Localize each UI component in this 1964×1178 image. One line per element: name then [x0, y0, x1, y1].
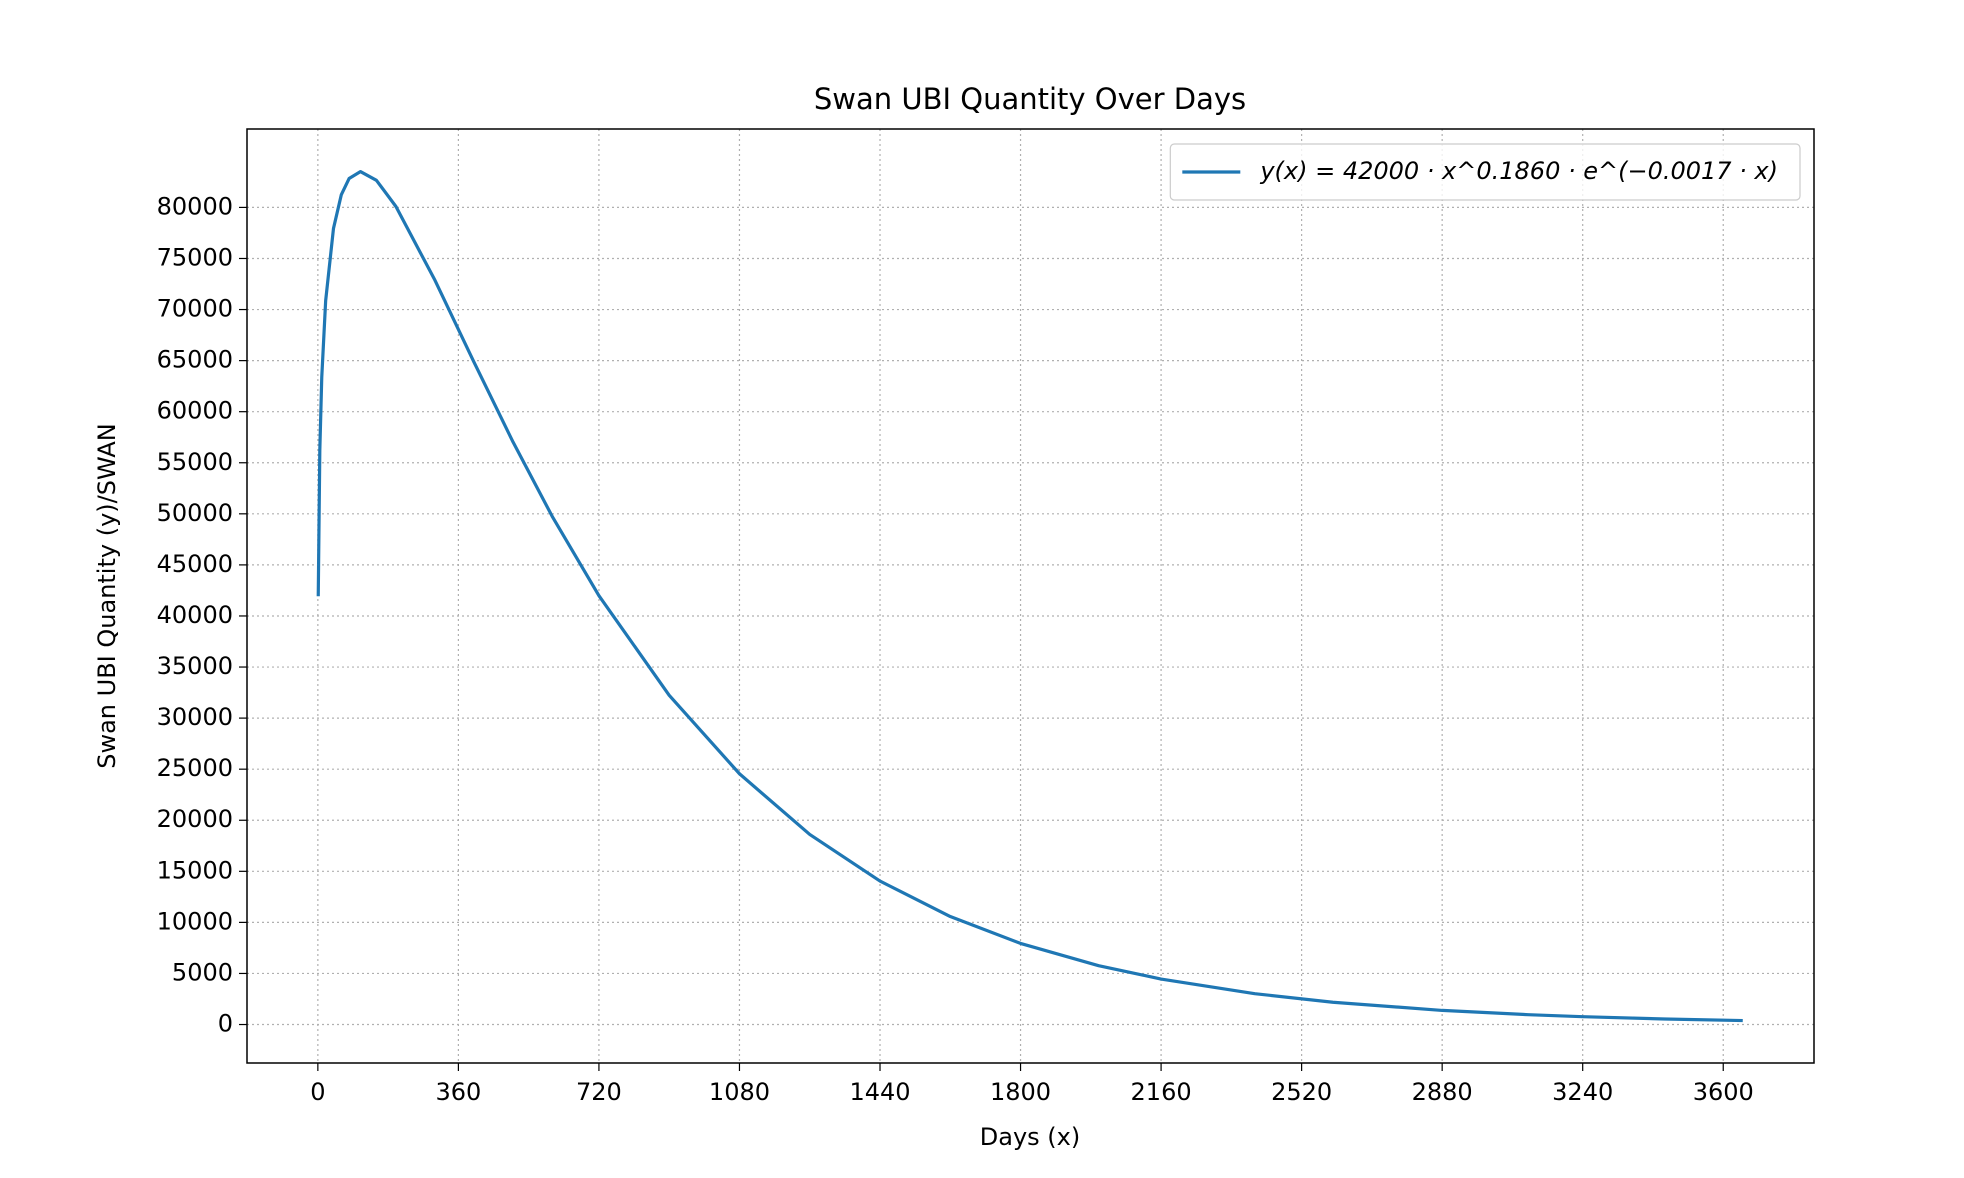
x-tick-label: 2880 [1412, 1078, 1473, 1106]
x-tick-label: 2520 [1271, 1078, 1332, 1106]
legend-label: y(x) = 42000 · x^0.1860 · e^(−0.0017 · x… [1259, 157, 1778, 185]
plot-frame [246, 128, 1815, 1064]
y-tick-label: 55000 [157, 448, 233, 476]
y-tick-label: 15000 [157, 856, 233, 884]
y-tick-label: 70000 [157, 295, 233, 323]
x-tick-label: 2160 [1131, 1078, 1192, 1106]
x-tick-label: 1080 [709, 1078, 770, 1106]
x-tick-label: 3240 [1552, 1078, 1613, 1106]
y-tick-label: 5000 [172, 958, 233, 986]
y-tick-label: 40000 [157, 601, 233, 629]
y-tick-label: 30000 [157, 703, 233, 731]
y-tick-label: 80000 [157, 192, 233, 220]
y-tick-label: 75000 [157, 243, 233, 271]
data-line [316, 169, 1743, 1023]
x-tick-label: 360 [435, 1078, 481, 1106]
y-axis-label: Swan UBI Quantity (y)/SWAN [93, 423, 121, 769]
chart-title: Swan UBI Quantity Over Days [814, 82, 1246, 116]
y-tick-label: 10000 [157, 907, 233, 935]
y-tick-label: 60000 [157, 397, 233, 425]
y-tick-label: 35000 [157, 652, 233, 680]
x-axis-label: Days (x) [980, 1123, 1080, 1151]
x-tick-label: 1800 [990, 1078, 1051, 1106]
y-tick-label: 65000 [157, 346, 233, 374]
y-tick-label: 50000 [157, 499, 233, 527]
legend-box [1169, 143, 1801, 201]
x-tick-label: 3600 [1693, 1078, 1754, 1106]
x-tick-label: 720 [576, 1078, 622, 1106]
y-tick-label: 45000 [157, 550, 233, 578]
y-tick-label: 20000 [157, 805, 233, 833]
x-tick-label: 1440 [849, 1078, 910, 1106]
x-tick-label: 0 [310, 1078, 325, 1106]
y-tick-label: 25000 [157, 754, 233, 782]
y-tick-label: 0 [218, 1010, 233, 1038]
legend: y(x) = 42000 · x^0.1860 · e^(−0.0017 · x… [1169, 143, 1801, 201]
